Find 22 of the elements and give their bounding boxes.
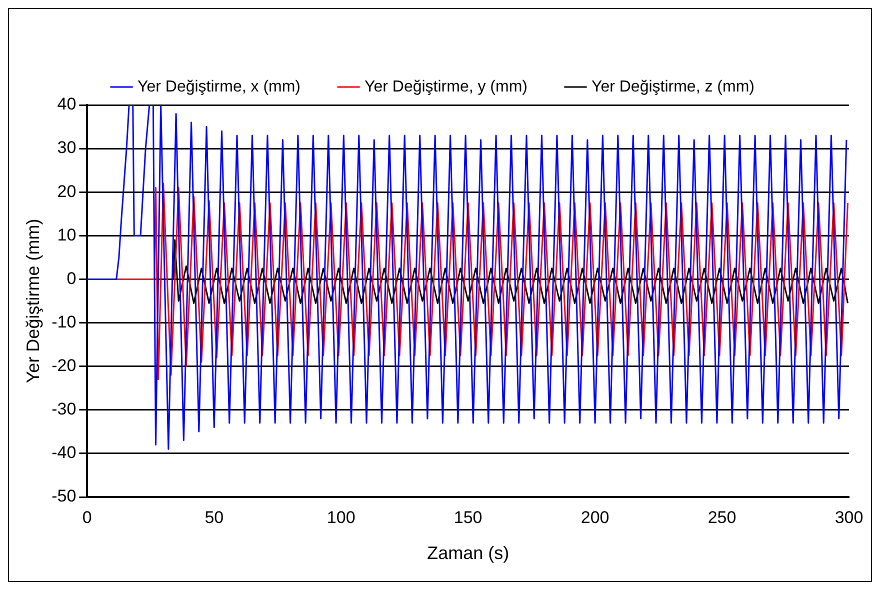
y-tick-label: 30 <box>57 138 76 158</box>
y-axis-title: Yer Değiştirme (mm) <box>22 218 43 384</box>
y-tick-label: -40 <box>52 443 76 462</box>
y-tick-label: -30 <box>52 400 76 419</box>
legend-label: Yer Değiştirme, y (mm) <box>364 78 528 96</box>
x-axis-title: Zaman (s) <box>427 543 510 564</box>
y-tick-label: 20 <box>57 182 76 201</box>
x-tick-label: 150 <box>454 508 482 527</box>
x-tick-label: 250 <box>708 508 736 527</box>
y-tick-label: -10 <box>52 312 76 332</box>
legend-label: Yer Değiştirme, x (mm) <box>138 78 301 96</box>
x-tick-label: 200 <box>580 508 610 527</box>
x-tick-label: 100 <box>326 508 356 527</box>
legend-label: Yer Değiştirme, z (mm) <box>591 78 754 96</box>
y-tick-label: 0 <box>66 268 76 288</box>
x-tick-label: 50 <box>204 508 224 527</box>
y-tick-label: 40 <box>57 94 76 114</box>
x-tick-label: 0 <box>82 508 92 527</box>
y-tick-label: -20 <box>52 356 76 376</box>
y-tick-label: -50 <box>52 486 76 506</box>
y-tick-label: 10 <box>57 225 76 244</box>
x-tick-label: 300 <box>834 508 864 527</box>
